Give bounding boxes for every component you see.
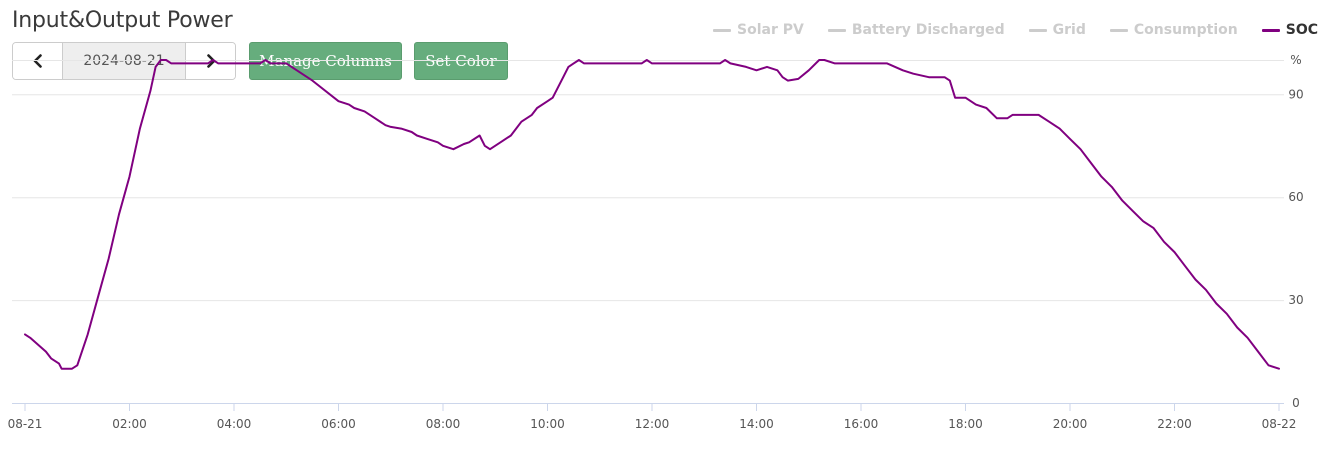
legend-item-solar-pv[interactable]: Solar PV xyxy=(713,22,804,38)
x-tick-label: 02:00 xyxy=(112,417,147,431)
legend-item-grid[interactable]: Grid xyxy=(1028,22,1086,38)
legend-label: Battery Discharged xyxy=(851,22,1005,38)
legend-swatch xyxy=(713,28,732,32)
chart-legend: Solar PV Battery Discharged Grid Consump… xyxy=(689,20,1318,40)
y-tick-label: 60 xyxy=(1288,190,1303,204)
y-tick-label: 30 xyxy=(1288,293,1303,307)
x-tick-label: 10:00 xyxy=(530,417,565,431)
legend-swatch-soc xyxy=(1261,28,1280,32)
legend-swatch xyxy=(827,28,846,32)
legend-item-soc[interactable]: SOC xyxy=(1261,22,1318,38)
legend-label: Consumption xyxy=(1133,22,1238,38)
y-tick-label: 90 xyxy=(1288,87,1303,101)
x-tick-label: 08:00 xyxy=(426,417,461,431)
x-tick-label: 18:00 xyxy=(948,417,983,431)
legend-label: Grid xyxy=(1052,22,1086,38)
y-tick-label: 0 xyxy=(1292,396,1300,410)
x-tick-label: 06:00 xyxy=(321,417,356,431)
x-tick-label: 16:00 xyxy=(844,417,879,431)
x-tick-label: 22:00 xyxy=(1157,417,1192,431)
legend-swatch xyxy=(1109,28,1128,32)
legend-label: SOC xyxy=(1285,22,1318,38)
x-tick-label: 08-22 xyxy=(1262,417,1297,431)
legend-swatch xyxy=(1028,28,1047,32)
chart-title: Input&Output Power xyxy=(12,8,233,33)
x-tick-label: 12:00 xyxy=(635,417,670,431)
x-tick-label: 08-21 xyxy=(8,417,43,431)
legend-item-consumption[interactable]: Consumption xyxy=(1109,22,1238,38)
x-tick-label: 14:00 xyxy=(739,417,774,431)
legend-item-battery-discharged[interactable]: Battery Discharged xyxy=(827,22,1005,38)
y-unit-label: % xyxy=(1290,53,1301,67)
x-tick-label: 20:00 xyxy=(1053,417,1088,431)
legend-label: Solar PV xyxy=(737,22,804,38)
x-tick-label: 04:00 xyxy=(217,417,252,431)
series-line-soc xyxy=(24,59,1280,370)
